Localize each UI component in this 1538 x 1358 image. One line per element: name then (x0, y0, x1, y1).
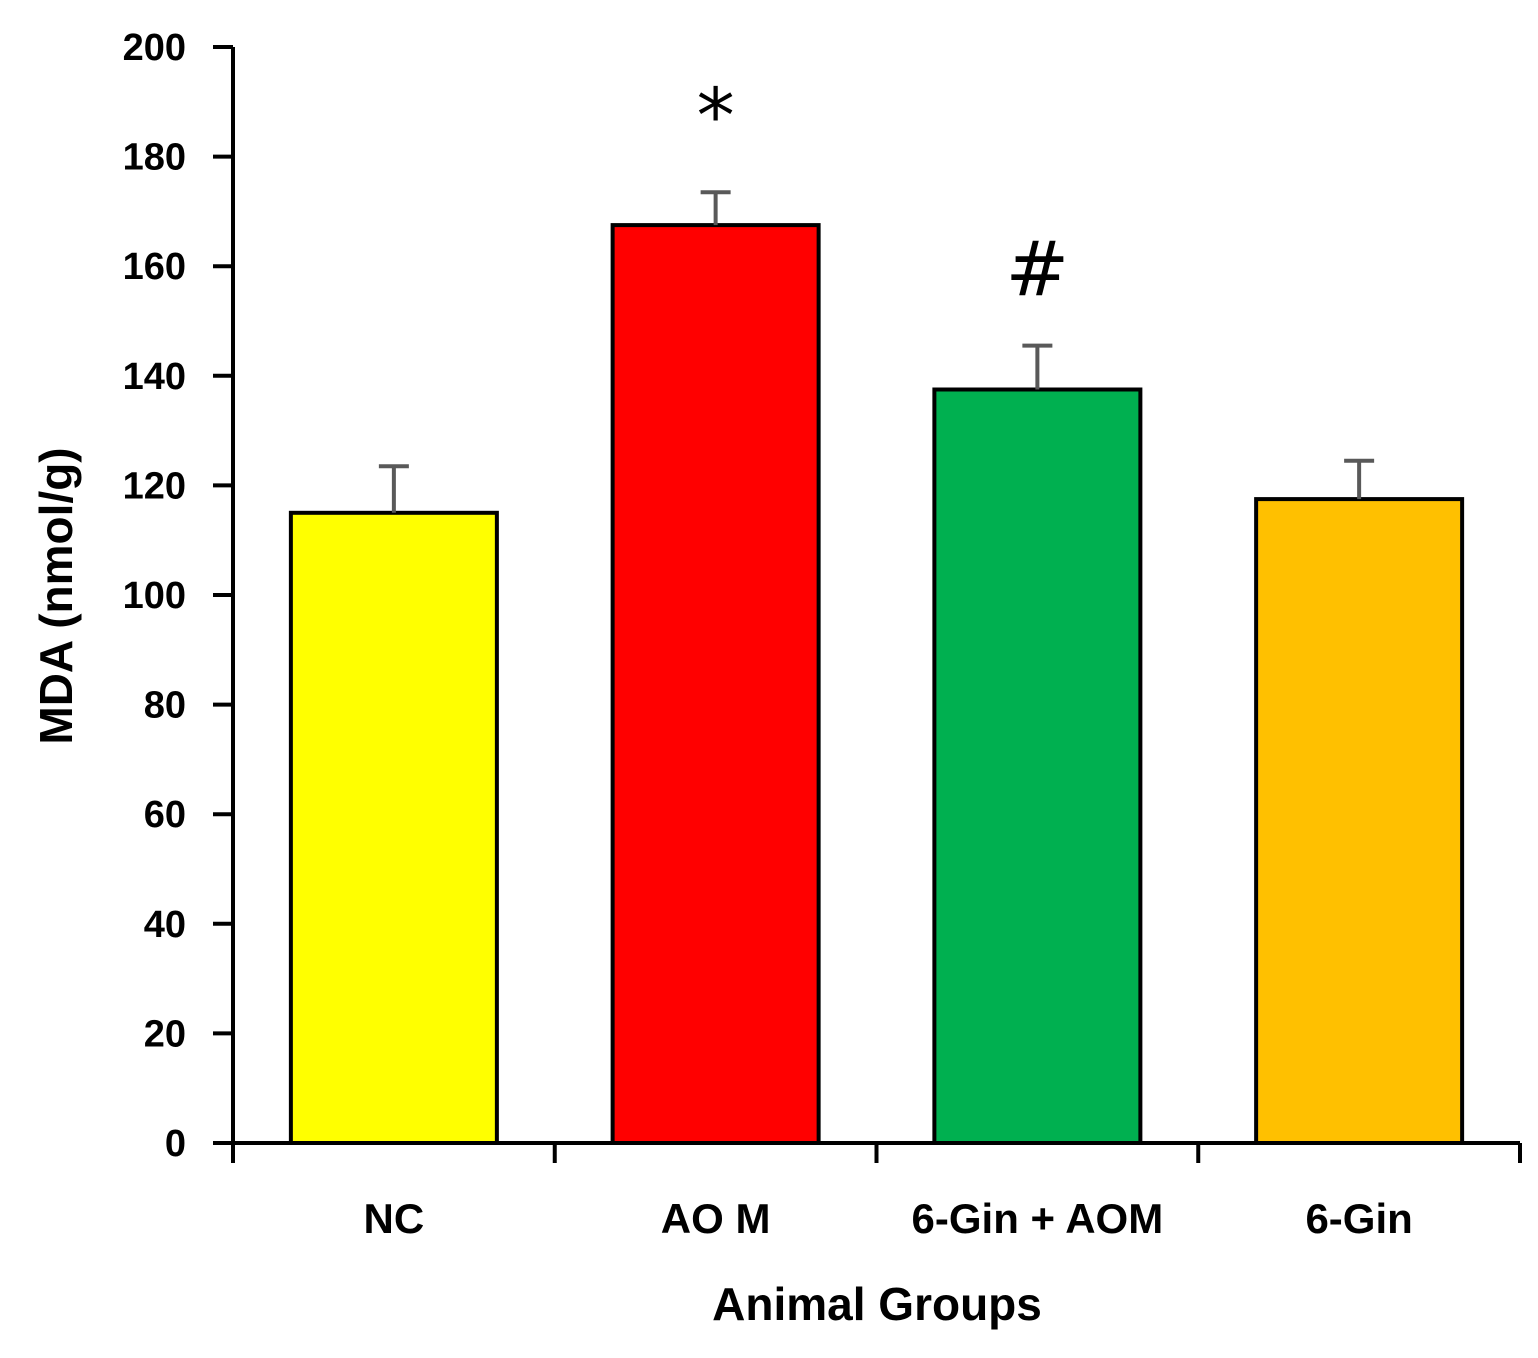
error-bars (378, 190, 1375, 513)
bars (288, 223, 1465, 1146)
y-tick-label: 160 (123, 246, 186, 288)
significance-marker: # (1006, 225, 1070, 314)
y-tick-label: 180 (123, 137, 186, 179)
y-axis: 0 20 40 60 80 100 120 140 160 180 200 (123, 27, 235, 1165)
x-tick-label: 6-Gin + AOM (912, 1195, 1164, 1242)
x-tick-label: NC (364, 1195, 425, 1242)
y-tick-label: 60 (144, 794, 186, 836)
y-tick-label: 80 (144, 685, 186, 727)
bar (288, 510, 499, 1145)
y-tick-label: 200 (123, 27, 186, 69)
significance-marker: * (697, 71, 735, 160)
y-tick-label: 0 (165, 1123, 186, 1165)
y-tick-label: 20 (144, 1013, 186, 1055)
y-tick-label: 100 (123, 575, 186, 617)
bar (610, 223, 821, 1146)
y-axis-title: MDA (nmol/g) (30, 447, 82, 744)
y-tick-label: 140 (123, 356, 186, 398)
x-tick-label: AO M (661, 1195, 771, 1242)
x-axis: NC AO M 6-Gin + AOM 6-Gin (231, 1141, 1522, 1242)
x-axis-title: Animal Groups (712, 1278, 1042, 1330)
y-tick-label: 120 (123, 465, 186, 507)
x-tick-label: 6-Gin (1305, 1195, 1412, 1242)
bar (932, 387, 1143, 1145)
bar (1254, 497, 1465, 1146)
y-tick-label: 40 (144, 904, 186, 946)
significance-annotations: *# (697, 71, 1070, 313)
